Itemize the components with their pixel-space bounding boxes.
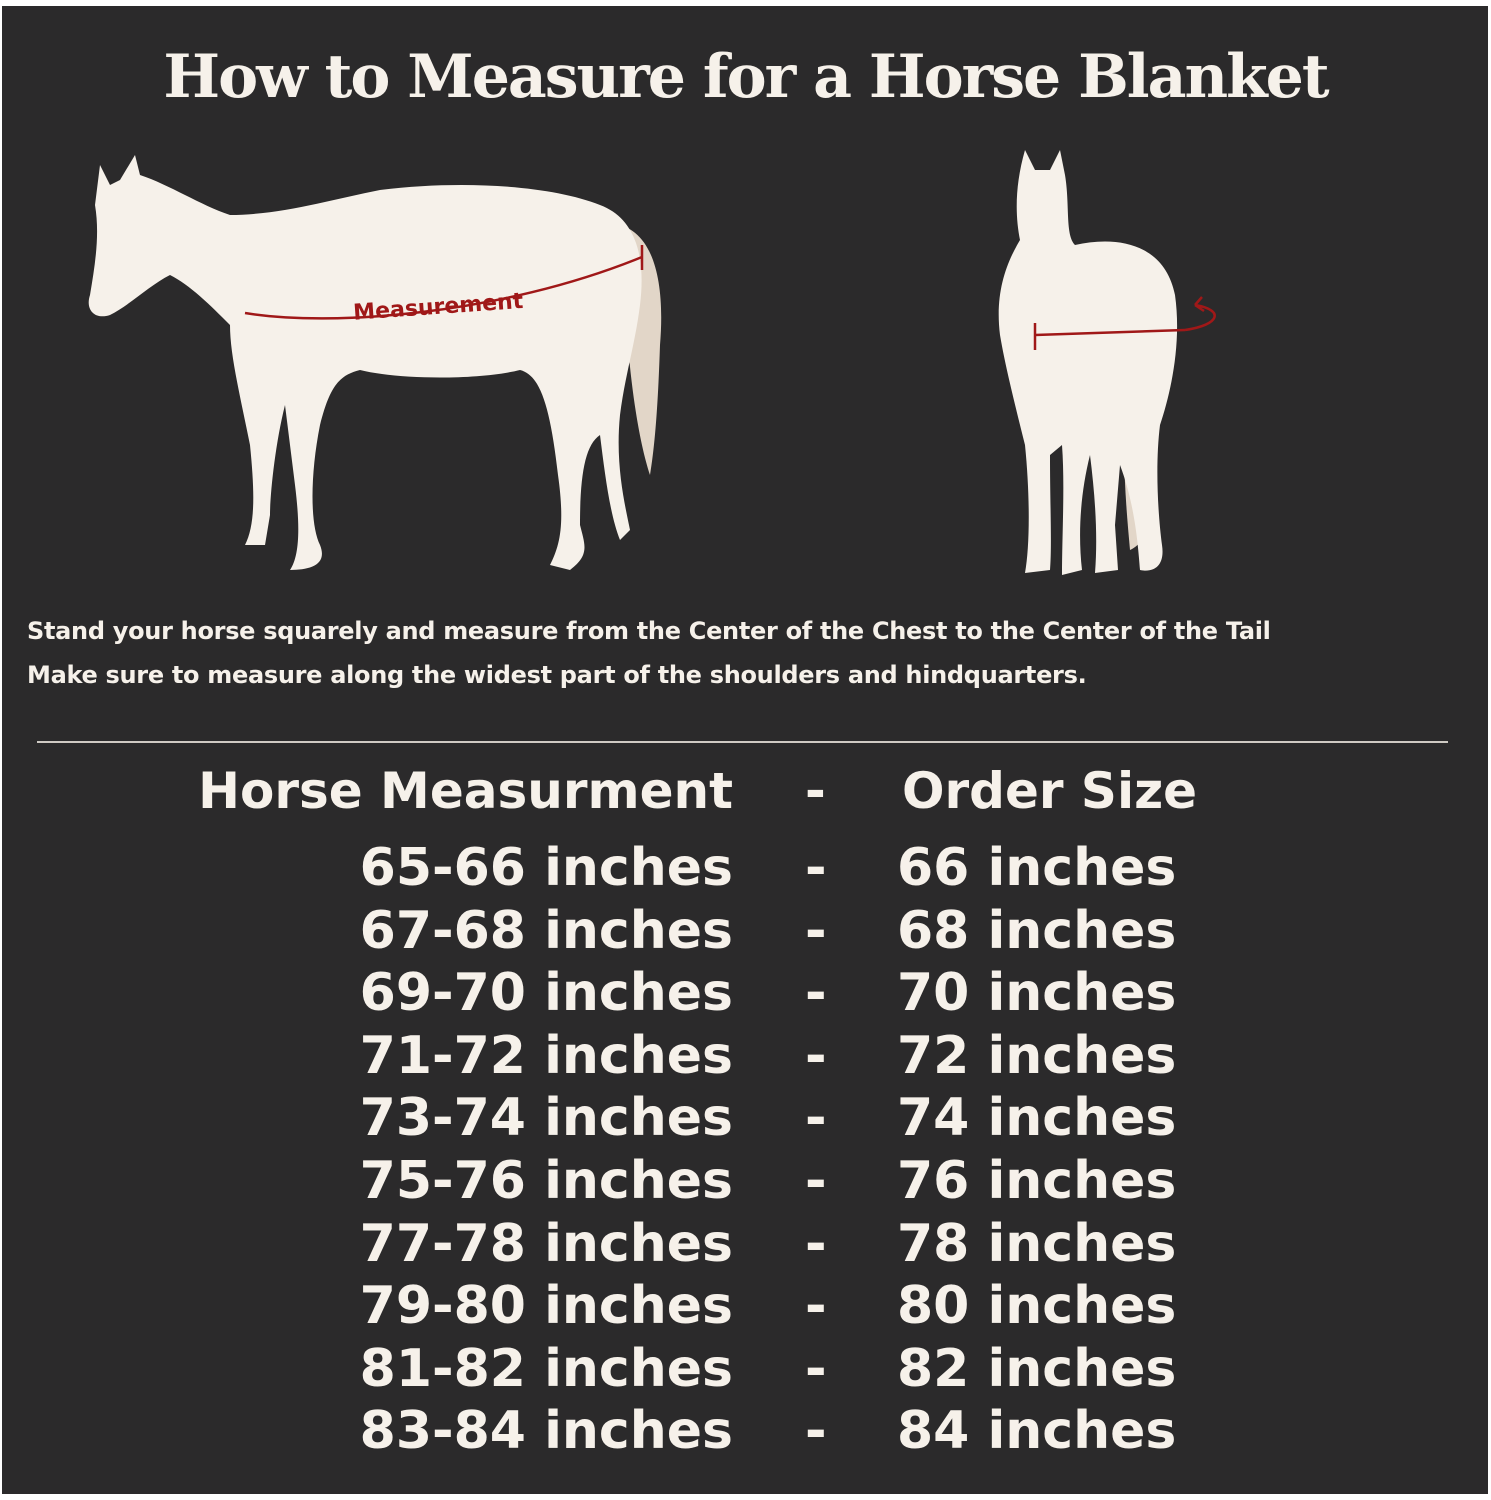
front-view-horse-illustration <box>998 150 1216 575</box>
order-size-cell: 66 inches <box>897 838 1177 898</box>
separator-cell: - <box>805 900 827 961</box>
order-size-cell: 70 inches <box>897 963 1177 1024</box>
order-size-cell: 80 inches <box>897 1276 1177 1337</box>
separator-cell: - <box>805 838 827 898</box>
order-size-cell: 78 inches <box>897 1213 1177 1274</box>
measurement-cell: 83-84 inches <box>359 1401 733 1462</box>
order-size-cell: 72 inches <box>897 1025 1177 1086</box>
separator-cell: - <box>805 963 827 1024</box>
separator-cell: - <box>805 1213 827 1274</box>
measurement-cell: 73-74 inches <box>359 1088 733 1149</box>
order-size-cell: 74 inches <box>897 1088 1177 1149</box>
separator-cell: - <box>805 1151 827 1211</box>
measurement-cell: 69-70 inches <box>359 963 733 1024</box>
side-view-horse-illustration: Measurement <box>88 155 662 570</box>
measurement-line <box>244 255 643 320</box>
header-horse-measurement: Horse Measurment <box>198 762 733 820</box>
order-size-cell: 82 inches <box>897 1338 1177 1399</box>
separator-cell: - <box>805 1025 827 1086</box>
measurement-cell: 81-82 inches <box>359 1338 733 1399</box>
order-size-cell: 84 inches <box>897 1401 1177 1462</box>
measurement-cell: 75-76 inches <box>359 1151 733 1211</box>
separator-cell: - <box>805 1088 827 1149</box>
page-title: How to Measure for a Horse Blanket <box>163 42 1329 112</box>
order-size-cell: 68 inches <box>897 900 1177 961</box>
header-order-size: Order Size <box>902 762 1198 820</box>
instruction-line-1: Stand your horse squarely and measure fr… <box>27 617 1271 645</box>
measurement-cell: 67-68 inches <box>359 900 733 961</box>
instruction-line-2: Make sure to measure along the widest pa… <box>27 661 1087 689</box>
measurement-cell: 71-72 inches <box>359 1025 733 1086</box>
divider <box>37 741 1448 743</box>
horse-body <box>88 155 642 570</box>
separator-cell: - <box>805 1338 827 1399</box>
header-separator: - <box>805 762 826 820</box>
wrap-arrow-icon <box>1184 296 1216 332</box>
separator-cell: - <box>805 1401 827 1462</box>
measurement-cell: 79-80 inches <box>359 1276 733 1337</box>
measurement-line <box>1034 328 1186 337</box>
measurement-cell: 65-66 inches <box>359 838 733 898</box>
measurement-cell: 77-78 inches <box>359 1213 733 1274</box>
horse-body <box>998 150 1178 575</box>
separator-cell: - <box>805 1276 827 1337</box>
order-size-cell: 76 inches <box>897 1151 1177 1211</box>
